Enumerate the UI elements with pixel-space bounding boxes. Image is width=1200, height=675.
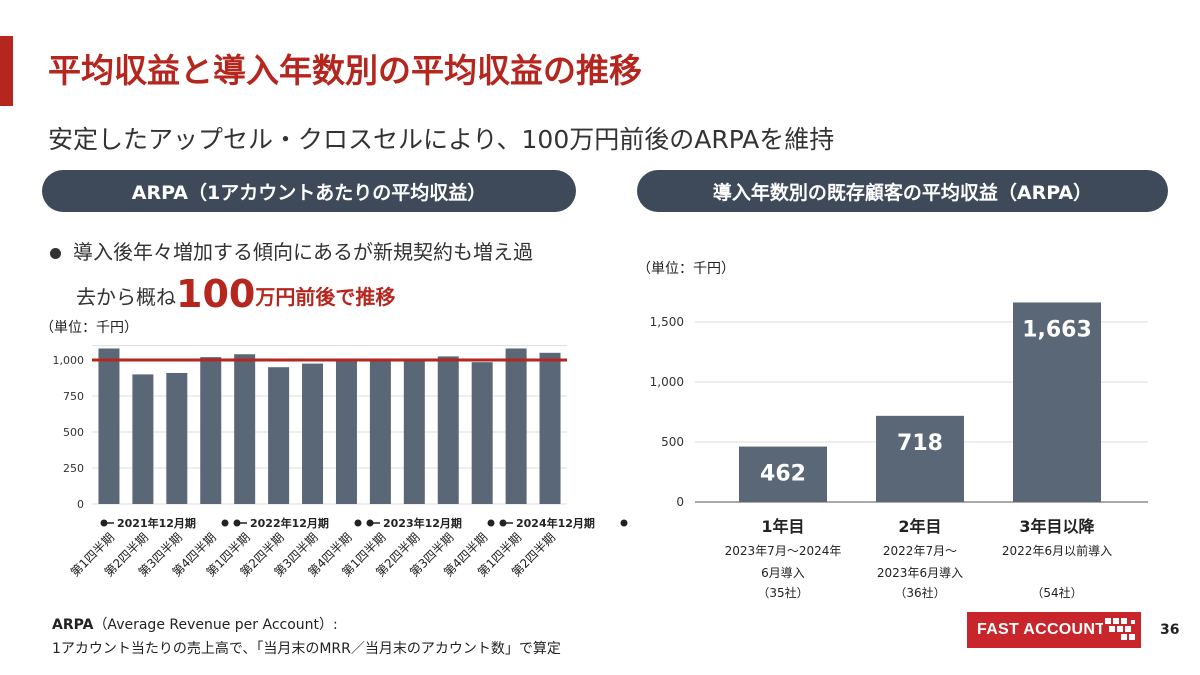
- right-bar: [1013, 302, 1101, 502]
- bullet-line-2: 去から概ね100万円前後で推移: [50, 270, 590, 321]
- logo-text: FAST ACCOUNTING: [977, 621, 1135, 638]
- right-bar: [739, 446, 827, 502]
- bullet-unit: 万円: [255, 285, 296, 309]
- arpa-note-line-1: ARPA（Average Revenue per Account）:: [52, 614, 338, 634]
- right-category-description: 2023年7月〜2024年: [725, 544, 842, 558]
- bullet-post: 前後で推移: [295, 285, 396, 309]
- left-bar: [403, 360, 425, 504]
- bullet-line-1: 導入後年々増加する傾向にあるが新規契約も増え過: [73, 240, 533, 264]
- right-bar-value-label: 462: [760, 462, 806, 487]
- left-bar: [539, 352, 561, 504]
- year-group-label: 2024年12月期: [516, 516, 595, 530]
- right-ytick-label: 1,500: [650, 315, 684, 329]
- right-category-description: （36社）: [894, 585, 945, 600]
- right-ytick-label: 0: [676, 495, 684, 509]
- left-bar: [132, 374, 154, 504]
- year-group-label: 2022年12月期: [250, 516, 329, 530]
- year-group-dot-icon: [221, 519, 229, 527]
- right-ytick-label: 500: [661, 435, 684, 449]
- page-subtitle: 安定したアップセル・クロスセルにより、100万円前後のARPAを維持: [48, 125, 835, 154]
- left-ytick-label: 0: [77, 498, 84, 511]
- arpa-definition: （Average Revenue per Account）:: [93, 617, 338, 633]
- right-category-label: 2年目: [898, 517, 941, 536]
- year-group-dot-icon: [620, 519, 628, 527]
- right-category-label: 1年目: [761, 517, 804, 536]
- page-number: 36: [1160, 622, 1180, 638]
- right-bar: [876, 415, 964, 502]
- year-group-label: 2021年12月期: [117, 516, 196, 530]
- left-bar: [505, 348, 527, 504]
- left-ytick-label: 250: [63, 462, 84, 475]
- left-bar: [471, 362, 493, 504]
- left-ytick-label: 750: [63, 390, 84, 403]
- left-bar: [268, 367, 290, 504]
- right-category-label: 3年目以降: [1019, 517, 1095, 536]
- left-ytick-label: 1,000: [53, 354, 85, 367]
- left-bar: [234, 354, 256, 504]
- right-category-description: 2022年7月〜: [883, 544, 957, 558]
- left-bar: [437, 356, 459, 504]
- right-section-header: 導入年数別の既存顧客の平均収益（ARPA）: [637, 170, 1168, 212]
- right-category-description: 2023年6月導入: [877, 566, 963, 580]
- left-unit-label: （単位：千円）: [40, 320, 138, 336]
- left-ytick-label: 500: [63, 426, 84, 439]
- right-category-description: 6月導入: [761, 566, 805, 580]
- left-bar: [200, 357, 222, 504]
- bullet-point: 導入後年々増加する傾向にあるが新規契約も増え過 去から概ね100万円前後で推移: [50, 228, 590, 321]
- logo-pixel-icon: [1103, 616, 1139, 644]
- left-bar: [98, 348, 120, 504]
- left-bar: [166, 372, 188, 504]
- right-category-description: 2022年6月以前導入: [1002, 543, 1112, 558]
- left-bar: [302, 363, 324, 504]
- left-section-header: ARPA（1アカウントあたりの平均収益）: [42, 170, 576, 212]
- right-bar-value-label: 1,663: [1022, 317, 1092, 342]
- right-category-description: （35社）: [757, 585, 808, 600]
- right-ytick-label: 1,000: [650, 375, 684, 389]
- title-accent-bar: [0, 36, 13, 106]
- bullet-pre: 去から概ね: [76, 285, 176, 309]
- year-group-dot-icon: [354, 519, 362, 527]
- bullet-dot-icon: [50, 248, 61, 259]
- left-bar: [335, 360, 357, 504]
- year-group-dot-icon: [487, 519, 495, 527]
- arpa-term: ARPA: [52, 617, 94, 633]
- bullet-big-number: 100: [176, 272, 256, 316]
- left-bar: [369, 358, 391, 504]
- year-group-label: 2023年12月期: [383, 516, 462, 530]
- fast-accounting-logo: FAST ACCOUNTING: [967, 612, 1141, 648]
- right-bar-value-label: 718: [897, 431, 943, 456]
- page-title: 平均収益と導入年数別の平均収益の推移: [48, 51, 642, 90]
- right-category-description: （54社）: [1031, 585, 1082, 600]
- right-unit-label: （単位：千円）: [637, 261, 735, 277]
- arpa-note-line-2: 1アカウント当たりの売上高で、「当月末のMRR／当月末のアカウント数」で算定: [52, 641, 561, 657]
